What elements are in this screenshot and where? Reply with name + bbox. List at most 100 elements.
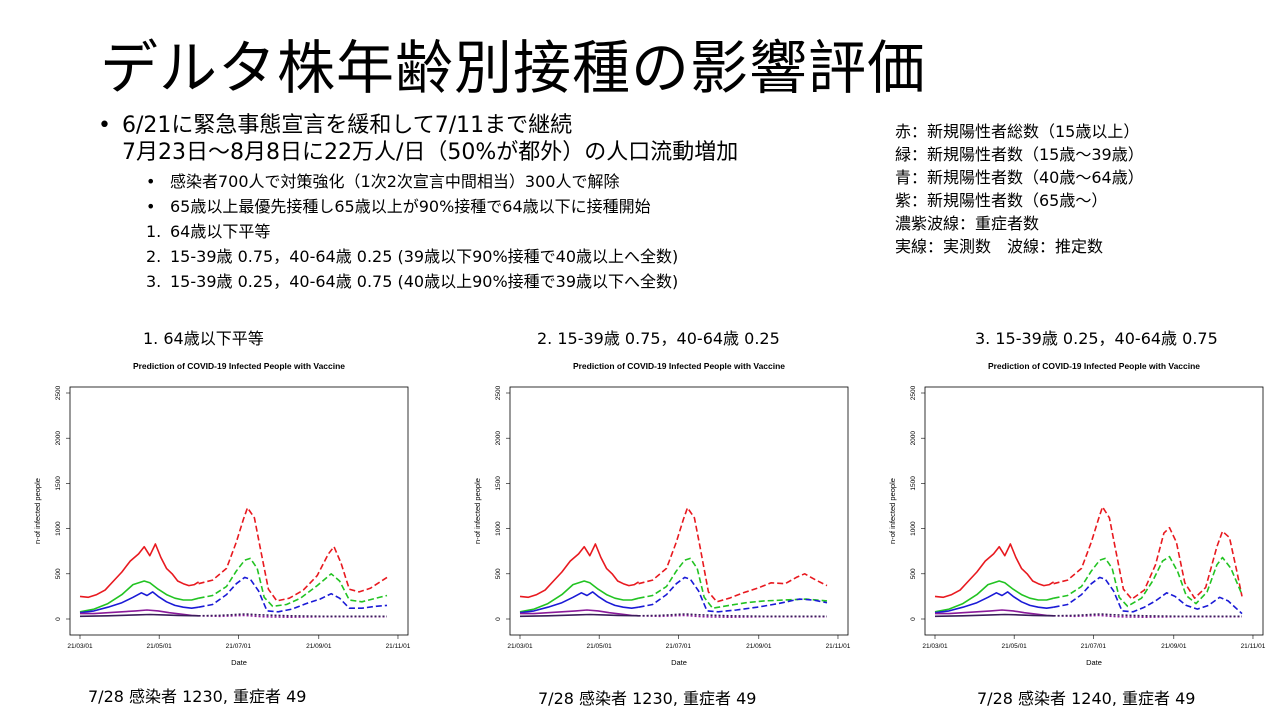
chart-panel-1: 1. 64歳以下平等 Prediction of COVID-19 Infect… <box>30 325 420 715</box>
x-tick-label: 21/07/01 <box>226 643 252 650</box>
plot-frame <box>69 386 409 636</box>
numbered-item: 2. 15-39歳 0.75，40-64歳 0.25 (39歳以下90%接種で40… <box>98 244 898 269</box>
x-tick-label: 21/09/01 <box>306 643 332 650</box>
series-purple-dashed <box>638 614 827 618</box>
y-tick-label: 500 <box>910 568 917 579</box>
series-red-dashed <box>198 507 388 602</box>
chart-panel-3: 3. 15-39歳 0.25，40-64歳 0.75 Prediction of… <box>885 325 1275 715</box>
series-purple-dashed <box>198 614 387 618</box>
chart-1: Prediction of COVID-19 Infected People w… <box>33 361 411 667</box>
x-tick-label: 21/05/01 <box>1002 643 1028 650</box>
sub-bullet: • 感染者700人で対策強化（1次2次宣言中間相当）300人で解除 <box>98 169 898 194</box>
bullet-dot-icon: • <box>146 197 156 216</box>
y-tick-label: 2000 <box>910 431 917 446</box>
series-dark_purple-dashed <box>1053 613 1242 618</box>
series-red-solid <box>934 543 1055 599</box>
panel-caption: 2. 15-39歳 0.75，40-64歳 0.25 <box>537 329 780 348</box>
series-red-solid <box>519 543 640 599</box>
series-blue-dashed <box>638 576 828 613</box>
series-blue-solid <box>79 591 199 614</box>
x-tick-label: 21/09/01 <box>1161 643 1187 650</box>
panel-footer: 7/28 感染者 1230, 重症者 49 <box>88 687 307 706</box>
series-green-solid <box>934 580 1054 613</box>
series-blue-dashed <box>198 576 388 613</box>
main-bullet-line1: 6/21に緊急事態宣言を緩和して7/11まで継続 <box>122 113 573 138</box>
series-blue-solid <box>519 591 639 614</box>
series-purple-solid <box>80 609 199 617</box>
legend-entry: 赤：新規陽性者総数（15歳以上） <box>895 122 1140 141</box>
x-tick-label: 21/07/01 <box>1081 643 1107 650</box>
page-title: デルタ株年齢別接種の影響評価 <box>100 34 927 102</box>
chart-title: Prediction of COVID-19 Infected People w… <box>133 361 345 371</box>
item-number: 3. <box>146 272 162 291</box>
series-blue-solid <box>934 591 1054 614</box>
bullet-list: • 6/21に緊急事態宣言を緩和して7/11まで継続 7月23日～8月8日に22万… <box>98 112 898 294</box>
y-tick-label: 0 <box>910 617 917 621</box>
main-bullet-line2: 7月23日～8月8日に22万人/日（50%が都外）の人口流動増加 <box>122 140 739 165</box>
x-tick-label: 21/03/01 <box>922 643 948 650</box>
bullet-dot-icon: • <box>146 172 156 191</box>
series-purple-dashed <box>1053 614 1242 618</box>
y-axis-label: n-of infected people <box>33 478 42 544</box>
y-tick-label: 1000 <box>495 521 502 536</box>
series-blue-dashed <box>1053 576 1243 615</box>
series-green-dashed <box>638 557 828 609</box>
numbered-item-text: 15-39歳 0.75，40-64歳 0.25 (39歳以下90%接種で40歳以… <box>170 247 679 266</box>
series-dark_purple-solid <box>934 613 1054 618</box>
legend-entry: 緑：新規陽性者数（15歳～39歳） <box>895 145 1144 164</box>
numbered-item: 1. 64歳以下平等 <box>98 219 898 244</box>
legend-entry: 濃紫波線：重症者数 <box>895 214 1040 233</box>
y-tick-label: 0 <box>495 617 502 621</box>
series-green-dashed <box>198 557 388 608</box>
chart-3: Prediction of COVID-19 Infected People w… <box>888 361 1266 667</box>
x-tick-label: 21/09/01 <box>746 643 772 650</box>
series-green-solid <box>519 580 639 613</box>
sub-bullet: • 65歳以上最優先接種し65歳以上が90%接種で64歳以下に接種開始 <box>98 194 898 219</box>
chart-2: Prediction of COVID-19 Infected People w… <box>473 361 851 667</box>
y-axis-label: n-of infected people <box>473 478 482 544</box>
numbered-item: 3. 15-39歳 0.25，40-64歳 0.75 (40歳以上90%接種で39… <box>98 269 898 294</box>
numbered-item-text: 64歳以下平等 <box>170 222 271 241</box>
chart-title: Prediction of COVID-19 Infected People w… <box>573 361 785 371</box>
x-axis-label: Date <box>231 658 247 667</box>
x-tick-label: 21/05/01 <box>587 643 613 650</box>
series-red-solid <box>79 543 200 599</box>
panel-footer: 7/28 感染者 1230, 重症者 49 <box>538 689 757 708</box>
y-tick-label: 2500 <box>55 385 62 400</box>
y-tick-label: 500 <box>495 568 502 579</box>
series-red-dashed <box>1053 506 1243 600</box>
x-axis-label: Date <box>1086 658 1102 667</box>
chart-title: Prediction of COVID-19 Infected People w… <box>988 361 1200 371</box>
y-tick-label: 1000 <box>55 521 62 536</box>
plot-frame <box>924 386 1264 636</box>
x-tick-label: 21/11/01 <box>386 643 411 650</box>
item-number: 2. <box>146 247 162 266</box>
series-green-dashed <box>1053 555 1243 608</box>
x-tick-label: 21/11/01 <box>826 643 851 650</box>
series-dark_purple-solid <box>79 613 199 618</box>
y-tick-label: 1500 <box>910 476 917 491</box>
sub-bullet-text: 65歳以上最優先接種し65歳以上が90%接種で64歳以下に接種開始 <box>170 197 651 216</box>
y-tick-label: 0 <box>55 617 62 621</box>
main-bullet: • 6/21に緊急事態宣言を緩和して7/11まで継続 7月23日～8月8日に22万… <box>98 112 898 166</box>
y-tick-label: 2000 <box>495 431 502 446</box>
panel-caption: 1. 64歳以下平等 <box>143 329 264 348</box>
series-dark_purple-dashed <box>638 613 827 618</box>
x-axis-label: Date <box>671 658 687 667</box>
plot-frame <box>509 386 849 636</box>
y-tick-label: 2500 <box>910 385 917 400</box>
color-legend: 赤：新規陽性者総数（15歳以上） 緑：新規陽性者数（15歳～39歳） 青：新規陽… <box>895 120 1144 258</box>
x-tick-label: 21/03/01 <box>507 643 533 650</box>
y-tick-label: 1000 <box>910 521 917 536</box>
y-tick-label: 2000 <box>55 431 62 446</box>
y-tick-label: 2500 <box>495 385 502 400</box>
sub-bullet-text: 感染者700人で対策強化（1次2次宣言中間相当）300人で解除 <box>170 172 620 191</box>
series-green-solid <box>79 580 199 613</box>
panel-footer: 7/28 感染者 1240, 重症者 49 <box>977 689 1196 708</box>
series-dark_purple-dashed <box>198 613 387 618</box>
legend-entry: 紫：新規陽性者数（65歳～） <box>895 191 1108 210</box>
legend-entry: 青：新規陽性者数（40歳～64歳） <box>895 168 1144 187</box>
x-tick-label: 21/05/01 <box>147 643 173 650</box>
series-red-dashed <box>638 507 828 603</box>
bullet-dot-icon: • <box>98 113 111 138</box>
